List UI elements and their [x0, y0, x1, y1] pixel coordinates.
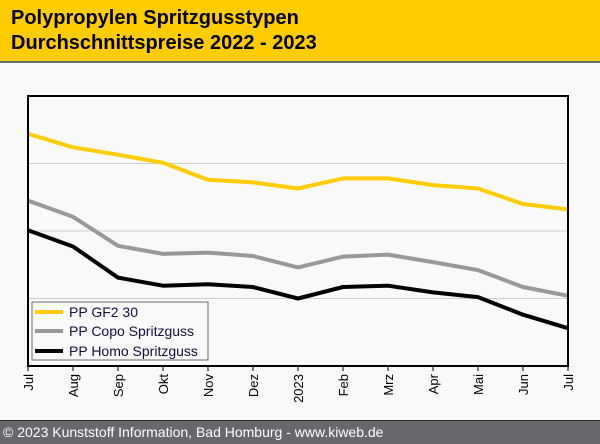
gridlines: [28, 163, 568, 299]
x-tick-label: Mrz: [381, 374, 396, 396]
header-bar: Polypropylen Spritzgusstypen Durchschnit…: [0, 0, 600, 63]
x-tick-label: Apr: [426, 373, 441, 394]
x-tick-label: Jun: [516, 374, 531, 395]
series-lines: [27, 131, 569, 331]
x-tick-label: Mai: [471, 374, 486, 395]
line-chart: Jul Aug Sep Okt Nov Dez 2023 Feb Mrz Apr Mai Jun Jul…: [21, 95, 576, 403]
legend-entry-gf: PP GF2 30: [35, 304, 138, 320]
legend-label-gf: PP GF2 30: [69, 304, 138, 320]
x-tick-label: Feb: [336, 374, 351, 396]
x-tick-label: Aug: [66, 374, 81, 397]
legend-entry-copo: PP Copo Spritzguss: [35, 323, 194, 339]
legend-entry-homo: PP Homo Spritzguss: [35, 343, 198, 359]
x-tick-label: Sep: [111, 374, 126, 397]
x-tick-label: 2023: [291, 374, 306, 403]
legend-label-copo: PP Copo Spritzguss: [69, 323, 194, 339]
chart-title-line-1: Polypropylen Spritzgusstypen: [11, 7, 299, 29]
x-axis-labels: Jul Aug Sep Okt Nov Dez 2023 Feb Mrz Apr Mai Jun Jul: [21, 373, 576, 403]
chart-title-line-2: Durchschnittspreise 2022 - 2023: [11, 32, 317, 54]
x-tick-label: Dez: [246, 374, 261, 397]
legend: PP GF2 30 PP Copo Spritzguss PP Homo Spr…: [31, 301, 209, 361]
x-tick-label: Okt: [156, 374, 171, 395]
footer-bar: © 2023 Kunststoff Information, Bad Hombu…: [0, 420, 600, 444]
series-line-1: [27, 198, 569, 298]
x-tick-label: Nov: [201, 374, 216, 398]
copyright-text: © 2023 Kunststoff Information, Bad Hombu…: [3, 424, 384, 440]
series-line-0: [27, 131, 569, 212]
x-tick-label: Jul: [21, 374, 36, 391]
legend-label-homo: PP Homo Spritzguss: [69, 343, 198, 359]
x-tick-label: Jul: [561, 374, 576, 391]
x-axis-ticks: [27, 366, 569, 371]
